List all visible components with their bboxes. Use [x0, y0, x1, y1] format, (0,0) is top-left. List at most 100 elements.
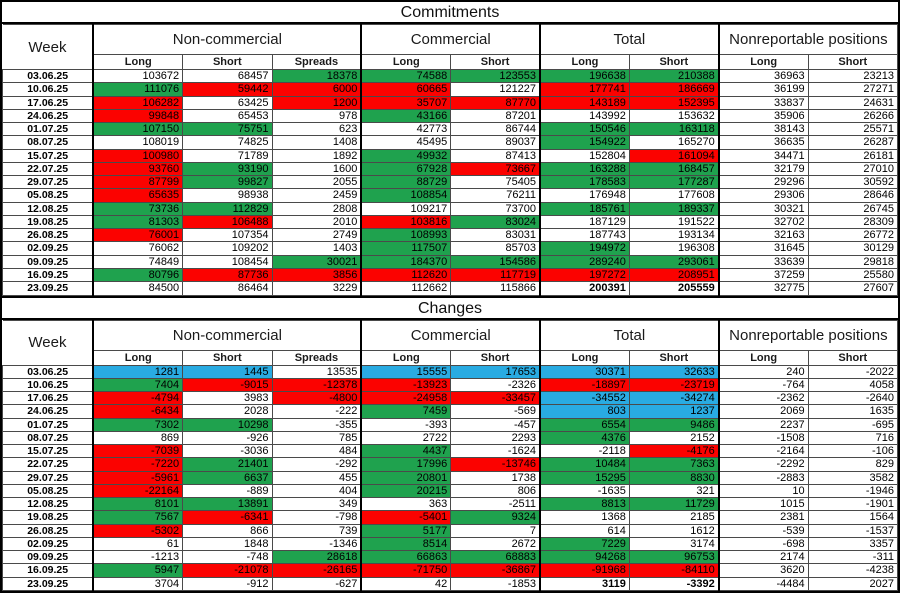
value-cell: 194972 [539, 241, 630, 256]
col-header-nc-spreads: Spreads [271, 349, 362, 366]
value-cell: 103816 [360, 214, 452, 230]
value-cell: 8830 [628, 470, 720, 485]
table-row: 03.06.25 103672 68457 18378 74588 123553 19663… [2, 68, 899, 84]
value-cell: -764 [717, 377, 809, 393]
value-cell: -2362 [717, 390, 809, 406]
value-cell: 32702 [717, 214, 809, 230]
value-cell: 205559 [628, 281, 720, 296]
value-cell: 3620 [717, 563, 809, 578]
group-header-nonreportable: Nonreportable positions [717, 24, 898, 55]
value-cell: 200391 [539, 281, 630, 296]
value-cell: 1445 [182, 364, 273, 379]
table-row: 08.07.25 869 -926 785 2722 2293 4376 2152 -1508 7… [2, 430, 899, 446]
value-cell: 2055 [271, 174, 362, 190]
col-header-nr-long: Long [717, 54, 809, 70]
value-cell: 36963 [717, 68, 809, 84]
week-cell: 01.07.25 [2, 417, 94, 432]
value-cell: 321 [628, 483, 720, 499]
value-cell: 23213 [807, 68, 899, 84]
week-cell: 05.08.25 [2, 483, 94, 499]
changes-title: Changes [2, 298, 898, 320]
value-cell: 30021 [271, 254, 362, 269]
table-row: 08.07.25 108019 74825 1408 45495 89037 154922 1… [2, 135, 899, 150]
value-cell: 8813 [539, 496, 630, 512]
value-cell: 1892 [271, 148, 362, 163]
value-cell: 61 [92, 536, 184, 552]
table-row: 05.08.25 -22164 -889 404 20215 806 -1635 321 10-… [2, 483, 899, 499]
value-cell: 106282 [92, 95, 184, 110]
value-cell: 25571 [807, 121, 899, 137]
value-cell: 37259 [717, 267, 809, 283]
week-cell: 03.06.25 [2, 68, 94, 84]
value-cell: 36635 [717, 135, 809, 150]
value-cell: -71750 [360, 563, 452, 578]
value-cell: 189337 [628, 201, 720, 216]
value-cell: -106 [807, 443, 899, 459]
value-cell: -393 [360, 417, 452, 432]
value-cell: 84500 [92, 281, 184, 296]
value-cell: -4238 [807, 563, 899, 578]
value-cell: 240 [717, 364, 809, 379]
value-cell: -3392 [628, 576, 720, 591]
value-cell: 4437 [360, 443, 452, 459]
value-cell: 153632 [628, 108, 720, 124]
value-cell: 99848 [92, 108, 184, 124]
value-cell: 111076 [92, 82, 184, 97]
value-cell: 2808 [271, 201, 362, 216]
value-cell: 68457 [182, 68, 273, 84]
value-cell: -84110 [628, 563, 720, 578]
value-cell: 1848 [182, 536, 273, 552]
value-cell: 1635 [807, 404, 899, 419]
value-cell: 117507 [360, 241, 452, 256]
value-cell: 866 [182, 523, 273, 538]
value-cell: 185761 [539, 201, 630, 216]
week-cell: 01.07.25 [2, 121, 94, 137]
table-row: 22.07.25 93760 93190 1600 67928 73667 163288 16… [2, 161, 899, 177]
value-cell: 112620 [360, 267, 452, 283]
value-cell: 186669 [628, 82, 720, 97]
value-cell: 71789 [182, 148, 273, 163]
value-cell: -4484 [717, 576, 809, 591]
value-cell: 161094 [628, 148, 720, 163]
table-row: 16.09.25 80796 87736 3856 112620 117719 197272… [2, 267, 899, 283]
commitments-title: Commitments [2, 2, 898, 24]
week-cell: 05.08.25 [2, 188, 94, 203]
value-cell: 76001 [92, 227, 184, 243]
value-cell: 187743 [539, 227, 630, 243]
value-cell: 363 [360, 496, 452, 512]
value-cell: -1213 [92, 549, 184, 565]
week-cell: 16.09.25 [2, 267, 94, 283]
value-cell: 10298 [182, 417, 273, 432]
table-row: 02.09.25 61 1848 -1346 8514 2672 7229 3174 -698 3… [2, 536, 899, 552]
value-cell: 349 [271, 496, 362, 512]
sub-header-row: Long Short Spreads Long Short Long Short… [3, 349, 899, 366]
value-cell: 27010 [807, 161, 899, 177]
value-cell: 2672 [450, 536, 541, 552]
value-cell: 3856 [271, 267, 362, 283]
week-cell: 09.09.25 [2, 549, 94, 565]
value-cell: 210388 [628, 68, 720, 84]
value-cell: -2883 [717, 470, 809, 485]
value-cell: 4376 [539, 430, 630, 446]
value-cell: 75751 [182, 121, 273, 137]
value-cell: 404 [271, 483, 362, 499]
value-cell: 191522 [628, 214, 720, 230]
value-cell: 1200 [271, 95, 362, 110]
value-cell: 1403 [271, 241, 362, 256]
value-cell: 117719 [450, 267, 541, 283]
value-cell: 152395 [628, 95, 720, 110]
value-cell: 66863 [360, 549, 452, 565]
value-cell: 2010 [271, 214, 362, 230]
table-row: 19.08.25 81303 106488 2010 103816 83024 187129… [2, 214, 899, 230]
value-cell: 484 [271, 443, 362, 459]
value-cell: 785 [271, 430, 362, 446]
value-cell: 74825 [182, 135, 273, 150]
table-row: 26.08.25 76001 107354 2749 108993 83031 187743… [2, 227, 899, 243]
value-cell: -798 [271, 510, 362, 525]
week-column-header: Week [2, 24, 94, 70]
value-cell: 26772 [807, 227, 899, 243]
value-cell: 83031 [450, 227, 541, 243]
table-row: 22.07.25 -7220 21401 -292 17996 -13746 10484 73… [2, 457, 899, 472]
value-cell: 99827 [182, 174, 273, 190]
value-cell: 26287 [807, 135, 899, 150]
